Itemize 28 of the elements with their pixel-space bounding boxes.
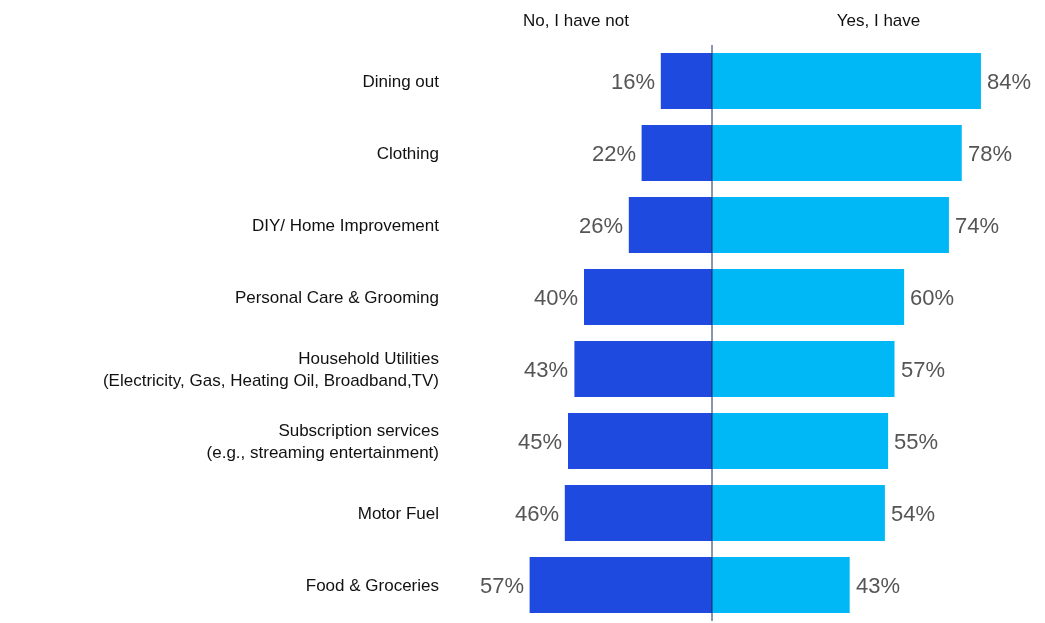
bar (660, 52, 712, 110)
y-tick-label: Motor Fuel (357, 503, 439, 523)
y-tick-label: Dining out (362, 71, 440, 91)
data-label: 46% (515, 501, 560, 526)
data-label: 16% (611, 69, 656, 94)
chart-title: Yes, I have (836, 10, 921, 30)
data-label: 60% (910, 285, 955, 310)
data-label: 78% (968, 141, 1013, 166)
data-label: 54% (891, 501, 936, 526)
data-label: 84% (987, 69, 1032, 94)
data-label: 55% (894, 429, 939, 454)
y-tick-label: Subscription services (e.g., streaming entertainment) (206, 420, 439, 462)
data-label: 43% (524, 357, 569, 382)
y-tick-label: Household Utilities (Electricity, Gas, Heating Oil, Broadband,TV) (102, 348, 439, 390)
bar (641, 124, 712, 182)
data-label: 57% (480, 573, 525, 598)
y-tick-label: DIY/ Home Improvement (251, 215, 440, 235)
data-label: 45% (518, 429, 563, 454)
data-label: 26% (579, 213, 624, 238)
data-label: 57% (901, 357, 946, 382)
y-tick-label: Personal Care & Grooming (234, 287, 439, 307)
data-label: 40% (534, 285, 579, 310)
y-tick-label: Clothing (376, 143, 439, 163)
data-label: 74% (955, 213, 1000, 238)
y-tick-label: Food & Groceries (305, 575, 439, 595)
data-label: 43% (856, 573, 901, 598)
data-label: 22% (592, 141, 637, 166)
chart-title: No, I have not (523, 10, 630, 30)
